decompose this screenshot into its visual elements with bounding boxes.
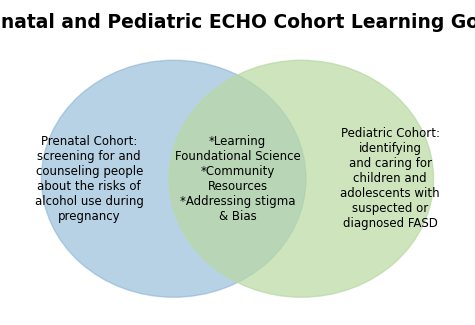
- Text: *Learning
Foundational Science
*Community
Resources
*Addressing stigma
& Bias: *Learning Foundational Science *Communit…: [175, 135, 300, 223]
- Text: Prenatal and Pediatric ECHO Cohort Learning Goals: Prenatal and Pediatric ECHO Cohort Learn…: [0, 13, 475, 32]
- Text: Prenatal Cohort:
screening for and
counseling people
about the risks of
alcohol : Prenatal Cohort: screening for and couns…: [35, 135, 144, 223]
- Ellipse shape: [169, 60, 434, 297]
- Ellipse shape: [41, 60, 306, 297]
- Text: Pediatric Cohort:
identifying
and caring for
children and
adolescents with
suspe: Pediatric Cohort: identifying and caring…: [341, 127, 440, 230]
